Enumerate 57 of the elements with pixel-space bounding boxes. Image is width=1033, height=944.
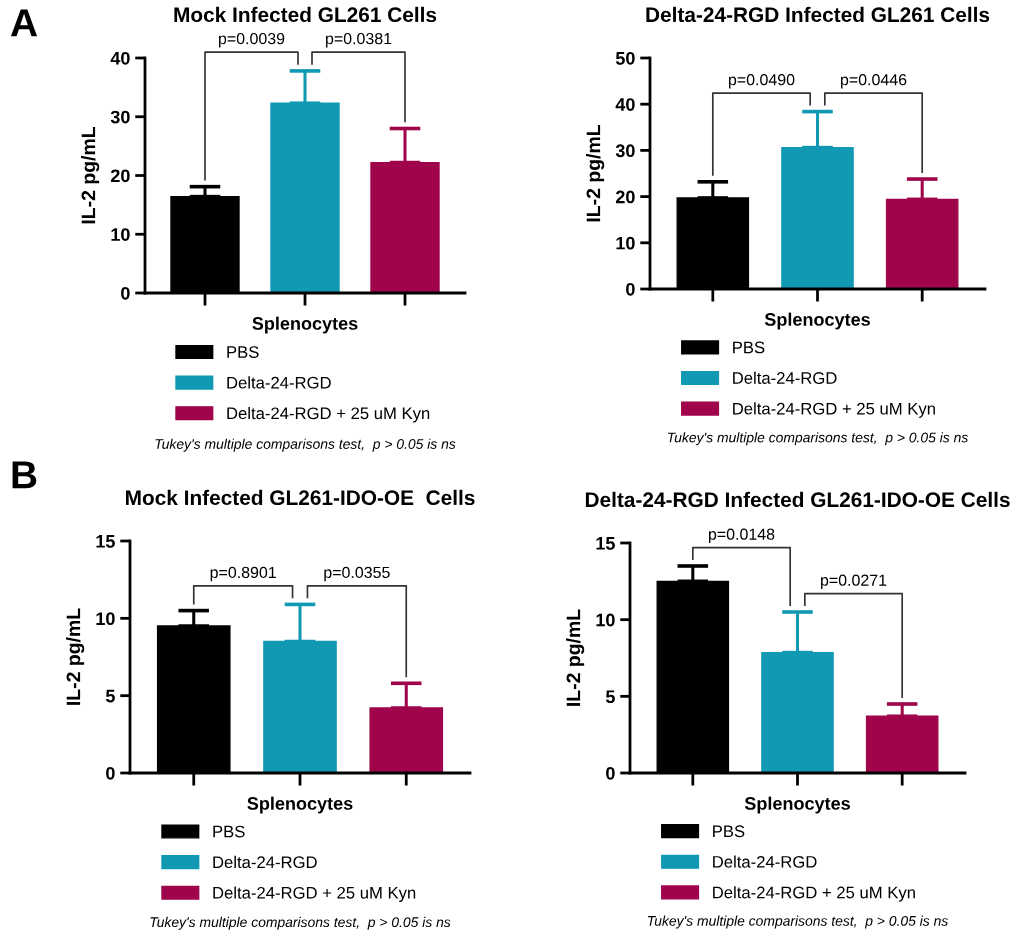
- annotation: p=0.0446: [841, 74, 907, 89]
- text: Tukey's multiple comparisons test, p > 0.05 is ns: [150, 916, 451, 930]
- legend-label: Delta-24-RGD: [213, 855, 317, 869]
- y-axis-title: IL-2 pg/mL: [81, 126, 100, 224]
- y-tick-label: 10: [96, 612, 115, 626]
- y-axis-title: IL-2 pg/mL: [586, 124, 605, 222]
- y-tick-label: 30: [615, 144, 635, 158]
- annotation: p=0.8901: [210, 566, 276, 582]
- y-tick-label: 15: [596, 537, 615, 550]
- y-axis-title: IL-2 pg/mL: [566, 609, 585, 706]
- y-tick-label: 10: [596, 613, 615, 627]
- legend-label: Delta-24-RGD: [227, 376, 331, 389]
- legend-label: PBS: [213, 825, 245, 838]
- y-tick-label: 5: [105, 689, 115, 703]
- y-tick-label: 10: [616, 236, 635, 250]
- legend-label: PBS: [733, 341, 765, 354]
- text: p=0.0148: [708, 528, 775, 543]
- x-axis-title: Splenocytes: [744, 796, 850, 814]
- y-tick-label: 40: [110, 51, 130, 65]
- y-tick-label: 15: [96, 535, 115, 548]
- legend-label: Delta-24-RGD + 25 uM Kyn: [733, 402, 935, 418]
- y-tick-label: 50: [615, 51, 635, 65]
- y-tick-label: 20: [615, 190, 635, 204]
- text: B: [12, 461, 37, 489]
- y-tick-label: 10: [111, 228, 130, 241]
- x-axis-title: Splenocytes: [252, 316, 358, 334]
- y-tick-label: 20: [110, 169, 130, 183]
- text: A: [10, 9, 38, 37]
- text: p=0.0381: [326, 32, 392, 48]
- y-tick-label: 0: [626, 282, 635, 296]
- text: p=0.0039: [219, 32, 285, 48]
- legend-label: PBS: [227, 346, 259, 358]
- x-axis-title: Splenocytes: [764, 312, 870, 330]
- y-tick-label: 0: [106, 766, 115, 780]
- text: Tukey's multiple comparisons test, p > 0.05 is ns: [667, 432, 968, 446]
- legend-label: Delta-24-RGD: [733, 371, 837, 384]
- legend-label: Delta-24-RGD + 25 uM Kyn: [227, 406, 430, 423]
- annotation: p=0.0355: [324, 566, 390, 582]
- y-tick-label: 5: [605, 690, 615, 704]
- chart-title: Delta-24-RGD Infected GL261-IDO-OE Cells: [585, 491, 1010, 508]
- y-tick-label: 0: [606, 766, 615, 780]
- y-axis-title: IL-2 pg/mL: [66, 608, 85, 705]
- y-tick-label: 40: [615, 98, 635, 111]
- legend-label: PBS: [713, 825, 745, 838]
- annotation: p=0.0271: [821, 574, 887, 589]
- chart-title: Mock Infected GL261 Cells: [174, 6, 437, 23]
- chart-title: Mock Infected GL261-IDO-OE Cells: [126, 489, 475, 506]
- legend-label: Delta-24-RGD + 25 uM Kyn: [213, 886, 416, 902]
- x-axis-title: Splenocytes: [247, 796, 353, 814]
- annotation: p=0.0490: [728, 74, 795, 89]
- text: Tukey's multiple comparisons test, p > 0.05 is ns: [155, 438, 456, 452]
- legend-label: Delta-24-RGD: [713, 855, 817, 868]
- chart-title: Delta-24-RGD Infected GL261 Cells: [646, 6, 990, 23]
- legend-label: Delta-24-RGD + 25 uM Kyn: [713, 886, 915, 902]
- y-tick-label: 0: [121, 286, 130, 300]
- y-tick-label: 30: [110, 110, 130, 124]
- text: Tukey's multiple comparisons test, p > 0.05 is ns: [647, 915, 948, 929]
